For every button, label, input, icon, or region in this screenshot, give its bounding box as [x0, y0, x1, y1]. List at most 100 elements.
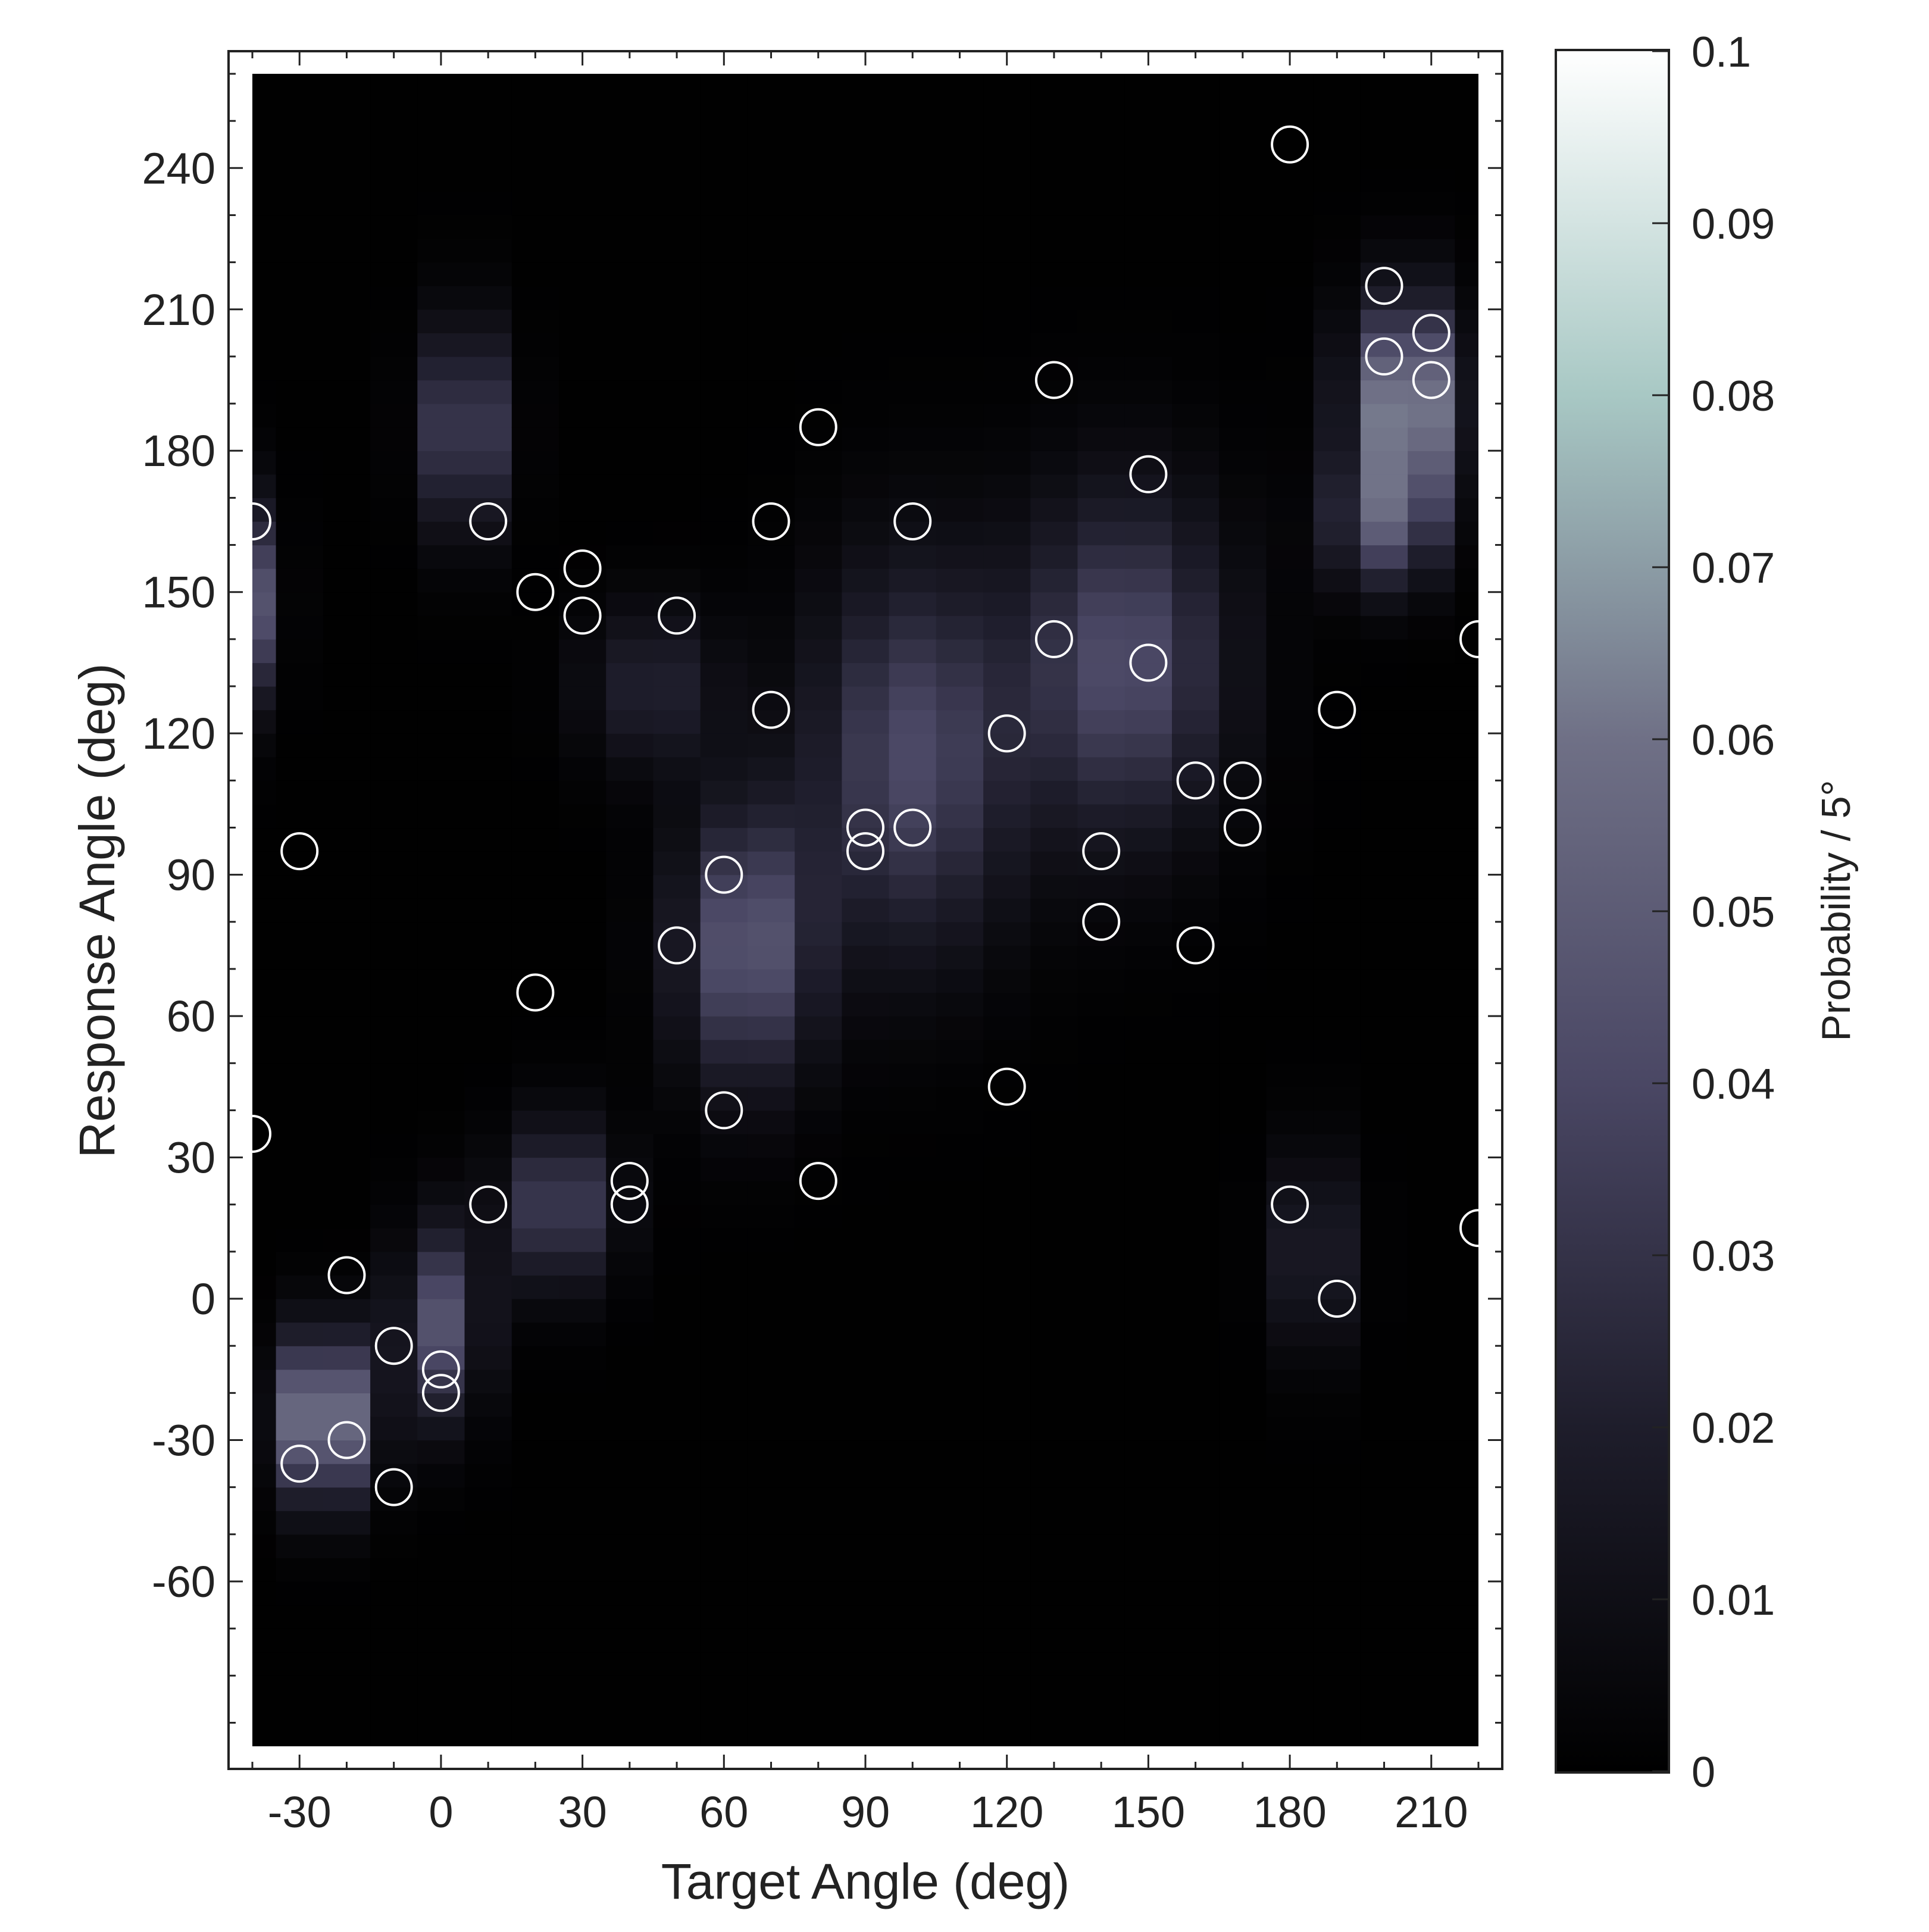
heatmap-cell	[323, 945, 371, 970]
heatmap-cell	[1455, 1393, 1478, 1417]
heatmap-cell	[323, 568, 371, 593]
heatmap-cell	[1360, 1440, 1408, 1464]
heatmap-cell	[370, 756, 418, 781]
heatmap-cell	[511, 851, 559, 876]
heatmap-cell	[889, 1416, 937, 1441]
heatmap-cell	[747, 1393, 795, 1417]
heatmap-cell	[323, 1558, 371, 1582]
heatmap-cell	[983, 498, 1031, 522]
axis-ticks	[229, 51, 1502, 1769]
heatmap-cell	[1124, 592, 1173, 616]
heatmap-cell	[842, 1464, 890, 1488]
heatmap-cell	[1077, 1181, 1125, 1205]
scatter-point	[563, 549, 602, 588]
heatmap-cell	[1455, 451, 1478, 475]
heatmap-cell	[1408, 756, 1455, 781]
heatmap-cell	[653, 1346, 701, 1370]
heatmap-cell	[747, 97, 795, 121]
heatmap-cell	[511, 215, 559, 239]
heatmap-cell	[417, 1346, 465, 1370]
heatmap-cell	[936, 1628, 984, 1653]
heatmap-cell	[1313, 474, 1361, 498]
heatmap-cell	[747, 1558, 795, 1582]
heatmap-cell	[1266, 1558, 1314, 1582]
heatmap-cell	[795, 286, 842, 310]
heatmap-cell	[417, 756, 465, 781]
heatmap-cell	[559, 1086, 606, 1111]
heatmap-cell	[1455, 898, 1478, 923]
heatmap-cell	[1408, 191, 1455, 216]
heatmap-cell	[795, 1039, 842, 1064]
heatmap-cell	[1455, 1464, 1478, 1488]
heatmap-cell	[653, 309, 701, 333]
heatmap-cell	[842, 144, 890, 168]
heatmap-cell	[1455, 498, 1478, 522]
heatmap-cell	[1172, 1157, 1220, 1181]
heatmap-cell	[842, 827, 890, 852]
heatmap-cell	[252, 262, 277, 286]
heatmap-cell	[1172, 521, 1220, 546]
heatmap-cell	[464, 1605, 512, 1629]
heatmap-cell	[1408, 1487, 1455, 1511]
heatmap-cell	[889, 1322, 937, 1346]
heatmap-cell	[559, 1699, 606, 1723]
heatmap-cell	[1266, 239, 1314, 263]
heatmap-cell	[606, 1416, 654, 1441]
heatmap-cell	[370, 1416, 418, 1441]
heatmap-cell	[653, 709, 701, 734]
heatmap-cell	[747, 356, 795, 381]
heatmap-cell	[323, 1675, 371, 1700]
heatmap-cell	[936, 1299, 984, 1323]
heatmap-cell	[653, 568, 701, 593]
heatmap-cell	[252, 215, 277, 239]
heatmap-cell	[889, 309, 937, 333]
heatmap-cell	[417, 1063, 465, 1087]
heatmap-cell	[1455, 592, 1478, 616]
heatmap-cell	[252, 686, 277, 711]
heatmap-cell	[747, 1440, 795, 1464]
heatmap-cell	[795, 1251, 842, 1276]
heatmap-cell	[276, 733, 324, 758]
heatmap-cell	[464, 1722, 512, 1746]
heatmap-cell	[747, 1346, 795, 1370]
heatmap-cell	[795, 968, 842, 993]
heatmap-cell	[370, 474, 418, 498]
heatmap-cell	[606, 1110, 654, 1134]
heatmap-cell	[700, 74, 748, 98]
heatmap-cell	[889, 756, 937, 781]
heatmap-cell	[842, 1039, 890, 1064]
heatmap-cell	[795, 1275, 842, 1299]
heatmap-cell	[370, 733, 418, 758]
heatmap-cell	[747, 639, 795, 664]
heatmap-cell	[747, 874, 795, 899]
heatmap-cell	[1313, 1346, 1361, 1370]
heatmap-cell	[1219, 804, 1267, 829]
heatmap-cell	[276, 191, 324, 216]
heatmap-cell	[1455, 97, 1478, 121]
heatmap-cell	[747, 968, 795, 993]
heatmap-cell	[606, 1039, 654, 1064]
heatmap-cell	[370, 380, 418, 404]
heatmap-cell	[1408, 1346, 1455, 1370]
heatmap-cell	[889, 1157, 937, 1181]
colorbar-tick-label: 0.1	[1692, 29, 1751, 76]
heatmap-cell	[1030, 1157, 1078, 1181]
heatmap-cell	[1360, 1346, 1408, 1370]
heatmap-cell	[1219, 1134, 1267, 1158]
heatmap-cell	[1455, 239, 1478, 263]
heatmap-cell	[1360, 97, 1408, 121]
heatmap-cell	[1455, 1299, 1478, 1323]
heatmap-cell	[606, 1134, 654, 1158]
heatmap-cell	[1124, 286, 1173, 310]
heatmap-cell	[1266, 1393, 1314, 1417]
heatmap-cell	[936, 239, 984, 263]
heatmap-cell	[747, 1722, 795, 1746]
heatmap-cell	[936, 639, 984, 664]
heatmap-cell	[983, 592, 1031, 616]
heatmap-cell	[464, 121, 512, 145]
heatmap-cell	[1172, 1299, 1220, 1323]
heatmap-cell	[842, 215, 890, 239]
heatmap-cell	[936, 121, 984, 145]
heatmap-cell	[889, 1393, 937, 1417]
heatmap-cell	[1313, 921, 1361, 946]
